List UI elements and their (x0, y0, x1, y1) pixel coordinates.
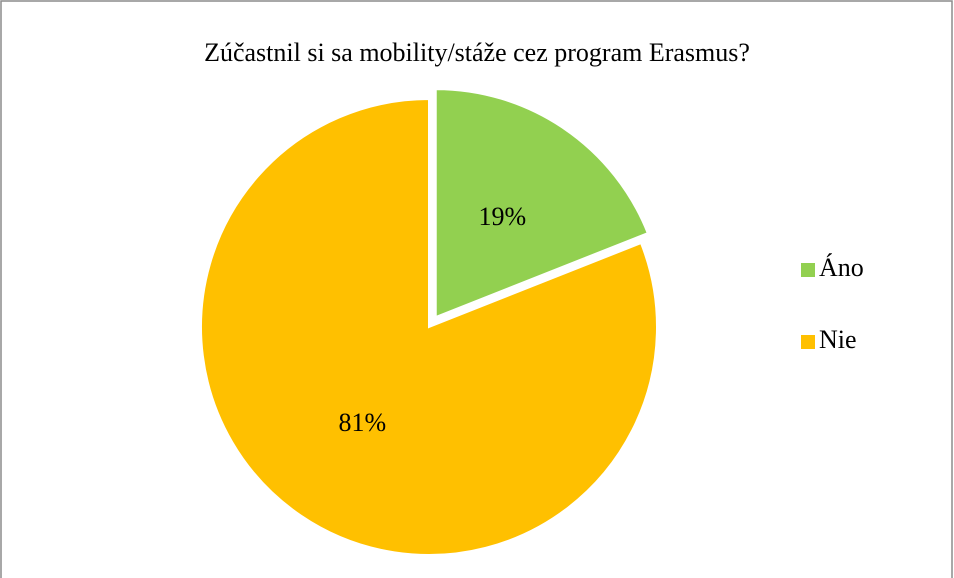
chart-title: Zúčastnil si sa mobility/stáže cez progr… (204, 38, 750, 67)
data-label: 19% (479, 202, 527, 231)
data-label: 81% (339, 408, 387, 437)
legend-swatch (801, 335, 815, 349)
legend-label: Nie (819, 325, 857, 354)
legend-swatch (801, 263, 815, 277)
pie-slice (200, 97, 658, 556)
pie-slice (434, 88, 650, 319)
legend-label: Áno (819, 253, 864, 282)
